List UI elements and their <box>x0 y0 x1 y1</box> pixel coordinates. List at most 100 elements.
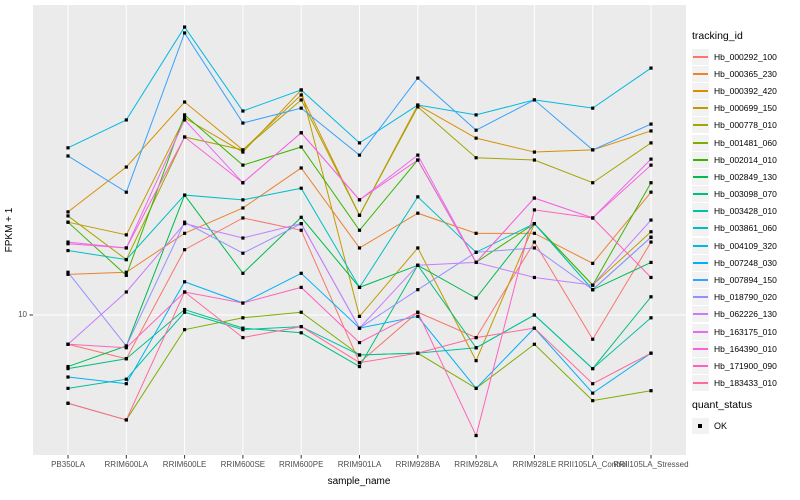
line-swatch-icon <box>692 186 709 203</box>
data-point-marker <box>532 326 536 330</box>
data-point-marker <box>183 25 187 29</box>
data-point-marker <box>124 270 128 274</box>
data-point-marker <box>649 163 653 167</box>
data-point-marker <box>124 273 128 277</box>
line-swatch-icon <box>692 237 709 254</box>
data-point-marker <box>474 346 478 350</box>
data-point-marker <box>183 248 187 252</box>
data-point-marker <box>124 246 128 250</box>
data-point-marker <box>532 158 536 162</box>
data-point-marker <box>299 88 303 92</box>
data-point-marker <box>241 198 245 202</box>
data-point-marker <box>183 193 187 197</box>
data-point-marker <box>474 386 478 390</box>
data-point-marker <box>357 213 362 217</box>
legend-item-label: Hb_183433_010 <box>714 378 777 389</box>
data-point-marker <box>299 215 303 219</box>
data-point-marker <box>66 154 70 158</box>
data-point-marker <box>649 295 653 299</box>
data-point-marker <box>299 93 303 97</box>
data-point-marker <box>183 290 187 294</box>
data-point-marker <box>241 206 245 210</box>
data-point-marker <box>124 357 128 361</box>
legend-item-label: Hb_018790_020 <box>714 292 777 303</box>
data-point-marker <box>241 148 245 152</box>
line-swatch-icon <box>692 48 709 65</box>
legend-item: Hb_007248_030 <box>692 254 800 271</box>
data-point-marker <box>649 351 653 355</box>
data-point-marker <box>241 236 245 240</box>
legend-item: Hb_163175_010 <box>692 323 800 340</box>
data-point-marker <box>532 222 536 226</box>
data-point-marker <box>124 344 128 348</box>
data-point-marker <box>649 66 653 70</box>
data-point-marker <box>66 146 70 150</box>
data-point-marker <box>241 301 245 305</box>
data-point-marker <box>124 418 128 422</box>
data-point-marker <box>649 260 653 265</box>
data-point-marker <box>183 135 187 139</box>
data-point-marker <box>532 231 536 235</box>
x-tick-label: RRII105LA_Control <box>558 460 628 469</box>
data-point-marker <box>532 240 536 244</box>
data-point-marker <box>474 156 478 160</box>
x-tick-label: RRIM928LE <box>512 460 557 469</box>
line-swatch-icon <box>692 151 709 168</box>
legend-item-label: Hb_000365_230 <box>714 68 777 79</box>
data-point-marker <box>532 342 536 346</box>
data-point-marker <box>649 190 653 194</box>
data-point-marker <box>183 310 187 314</box>
data-point-marker <box>241 181 245 185</box>
legend-item: Hb_002014_010 <box>692 151 800 168</box>
data-point-marker <box>591 148 595 152</box>
data-point-marker <box>357 246 362 250</box>
data-point-marker <box>474 136 478 140</box>
data-point-marker <box>649 316 653 320</box>
tracking-legend-items: Hb_000292_100 Hb_000365_230 Hb_000392_420 H… <box>692 48 800 392</box>
legend-item: Hb_004109_320 <box>692 237 800 254</box>
legend-item-label: Hb_002849_130 <box>714 171 777 182</box>
x-tick-label: RRII105LA_Stressed <box>613 460 689 469</box>
legend-item-label: Hb_062226_130 <box>714 309 777 320</box>
data-point-marker <box>649 122 653 126</box>
data-point-marker <box>474 231 478 235</box>
legend-item: Hb_003098_070 <box>692 186 800 203</box>
line-swatch-icon <box>692 134 709 151</box>
legend-item-label: Hb_007894_150 <box>714 275 777 286</box>
data-point-marker <box>124 233 128 237</box>
x-tick-label: RRIM928LA <box>454 460 498 469</box>
data-point-marker <box>416 195 420 199</box>
line-swatch-icon <box>692 82 709 99</box>
data-point-marker <box>357 285 362 289</box>
data-point-marker <box>299 98 303 102</box>
data-point-marker <box>183 307 187 312</box>
y-tick-label: 10 <box>18 310 27 319</box>
data-point-marker <box>591 283 595 287</box>
data-point-marker <box>416 103 420 107</box>
line-swatch-icon <box>692 220 709 237</box>
line-swatch-icon <box>692 203 709 220</box>
data-point-marker <box>183 116 187 120</box>
data-point-marker <box>649 389 653 393</box>
data-point-marker <box>591 181 595 185</box>
data-point-marker <box>474 113 478 117</box>
line-swatch-icon <box>692 168 709 185</box>
x-tick-labels: PB350LA RRIM600LA RRIM600LE RRIM600SE RRIM60… <box>0 461 800 473</box>
data-point-marker <box>474 359 478 363</box>
legend-item-label: Hb_003098_070 <box>714 189 777 200</box>
data-point-marker <box>416 76 420 80</box>
data-point-marker <box>649 141 653 145</box>
legend-item: Hb_002849_130 <box>692 168 800 185</box>
data-point-marker <box>357 360 362 365</box>
legend-item: Hb_171900_090 <box>692 357 800 374</box>
data-point-marker <box>357 141 362 145</box>
line-swatch-icon <box>692 357 709 374</box>
data-point-marker <box>357 228 362 232</box>
data-point-marker <box>649 129 653 133</box>
data-point-marker <box>649 240 653 244</box>
data-point-marker <box>183 31 187 35</box>
data-point-marker <box>241 121 245 125</box>
legend-item-label: OK <box>714 420 728 431</box>
legend-item-label: Hb_000392_420 <box>714 85 777 96</box>
legend-item-ok: OK <box>692 417 800 434</box>
